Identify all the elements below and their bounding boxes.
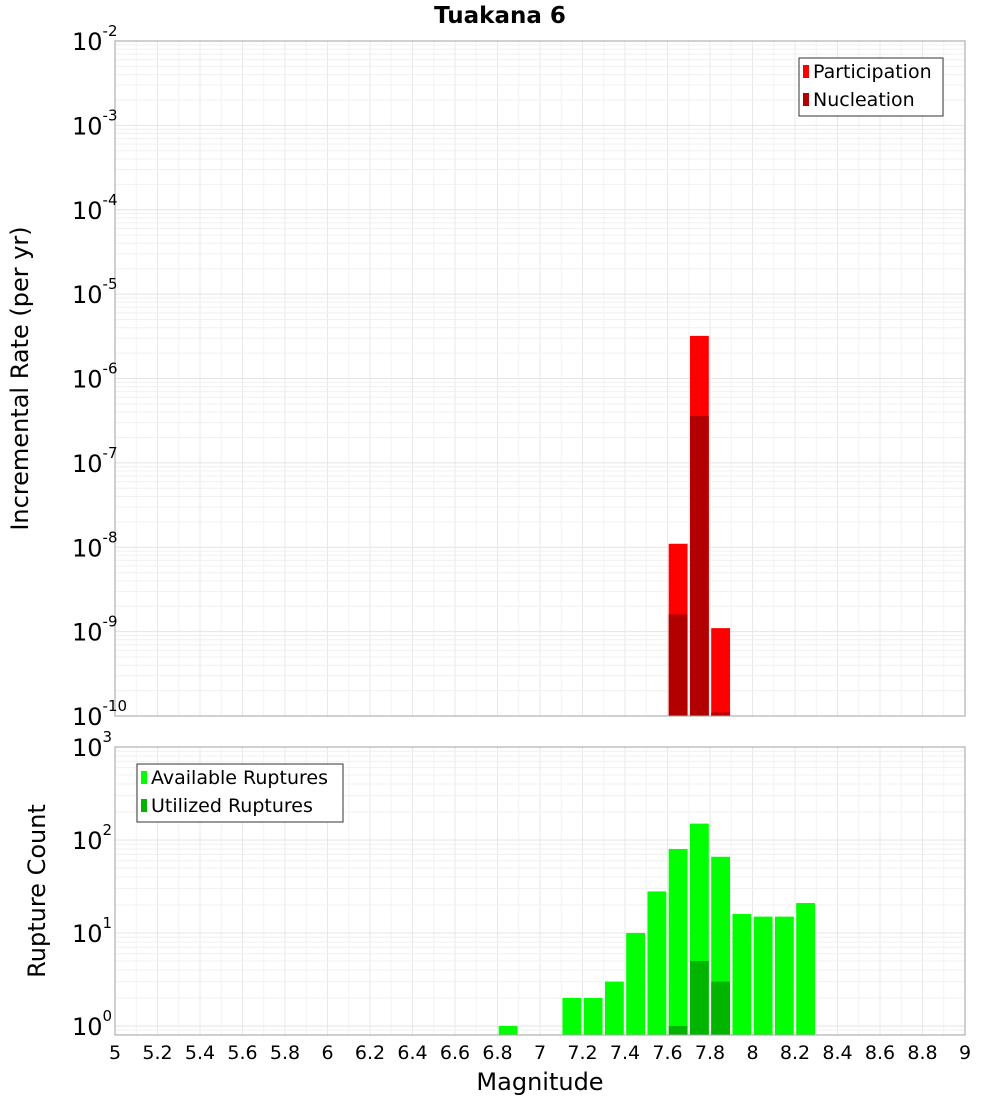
x-axis-label: Magnitude: [476, 1068, 603, 1096]
rate-y-tick-label: 10-8: [72, 528, 118, 562]
rate-y-tick-label: 10-5: [72, 275, 118, 309]
rate-legend-label: Participation: [813, 61, 932, 83]
count-legend: Available Ruptures Utilized Ruptures: [136, 763, 344, 823]
x-tick-label: 7.6: [652, 1042, 682, 1064]
rate-y-tick-label: 10-9: [72, 613, 118, 647]
rate-plot-border: [114, 40, 966, 717]
x-tick-label: 7.2: [567, 1042, 597, 1064]
count-legend-box: [136, 763, 344, 823]
count-bar-available-ruptures: [562, 997, 582, 1035]
x-tick-label: 8.4: [822, 1042, 852, 1064]
rate-bar-nucleation: [711, 712, 731, 716]
rate-y-tick-label: 10-6: [72, 360, 118, 394]
count-legend-label: Available Ruptures: [151, 767, 328, 789]
rate-y-axis-label: Incremental Rate (per yr): [6, 226, 34, 530]
x-tick-label: 5.2: [142, 1042, 172, 1064]
count-bar-available-ruptures: [604, 981, 624, 1035]
x-tick-label: 7: [534, 1042, 546, 1064]
rate-panel: 10-2 10-3 10-4 10-5 10-6 10-7 10-8 10-9 10-10 Inc…: [6, 22, 966, 731]
x-tick-label: 6: [321, 1042, 333, 1064]
rate-y-tick-label: 10-4: [72, 191, 118, 225]
count-bar-available-ruptures: [626, 932, 646, 1035]
rate-y-tick-label: 10-2: [72, 22, 118, 56]
x-tick-label: 7.8: [695, 1042, 725, 1064]
rate-y-tick-label: 10-10: [72, 697, 127, 731]
x-tick-label: 8.2: [780, 1042, 810, 1064]
count-bar-available-ruptures: [796, 903, 816, 1035]
x-tick-label: 7.4: [610, 1042, 640, 1064]
count-plot-border: [114, 746, 966, 1036]
count-y-tick-label: 103: [72, 728, 112, 762]
x-tick-label: 5.8: [270, 1042, 300, 1064]
count-legend-swatch: [141, 771, 147, 784]
x-tick-label: 8.8: [907, 1042, 937, 1064]
count-y-tick-label: 102: [72, 821, 112, 855]
rate-legend-label: Nucleation: [813, 89, 915, 111]
count-panel: 103 102 101 100 Rupture Count Available Ruptu…: [23, 728, 966, 1041]
x-tick-label: 6.2: [355, 1042, 385, 1064]
count-bar-utilized-ruptures: [689, 960, 709, 1035]
rate-legend-box: [798, 57, 944, 117]
count-bar-available-ruptures: [668, 849, 688, 1035]
x-tick-label: 8.6: [865, 1042, 895, 1064]
count-bar-available-ruptures: [732, 914, 752, 1035]
rate-legend-swatch: [803, 65, 809, 78]
rate-bar-participation: [711, 628, 731, 716]
count-bar-available-ruptures: [498, 1025, 518, 1035]
count-y-tick-label: 100: [72, 1007, 112, 1041]
rate-legend-swatch: [803, 93, 809, 106]
x-tick-label: 6.6: [440, 1042, 470, 1064]
x-axis: 5 5.2 5.4 5.6 5.8 6 6.2 6.4 6.6 6.8 7 7.2 7.4 7.6 7.8 8…: [109, 1042, 971, 1064]
x-tick-label: 9: [959, 1042, 971, 1064]
rate-bar-nucleation: [668, 614, 688, 716]
rate-legend: Participation Nucleation: [798, 57, 944, 117]
count-bar-available-ruptures: [647, 891, 667, 1035]
x-tick-label: 5: [109, 1042, 121, 1064]
count-legend-label: Utilized Ruptures: [151, 795, 313, 817]
rate-y-tick-label: 10-7: [72, 444, 118, 478]
x-tick-label: 6.4: [397, 1042, 427, 1064]
rate-bar-nucleation: [689, 415, 709, 716]
count-y-tick-label: 101: [72, 914, 112, 948]
count-bar-available-ruptures: [753, 916, 773, 1035]
count-bar-available-ruptures: [583, 997, 603, 1035]
x-tick-label: 6.8: [482, 1042, 512, 1064]
count-legend-swatch: [141, 799, 147, 812]
count-bar-utilized-ruptures: [668, 1025, 688, 1035]
x-tick-label: 8: [746, 1042, 758, 1064]
x-tick-label: 5.6: [227, 1042, 257, 1064]
count-bar-available-ruptures: [774, 916, 794, 1035]
x-tick-label: 5.4: [185, 1042, 215, 1064]
rate-y-tick-label: 10-3: [72, 106, 118, 140]
chart-title: Tuakana 6: [434, 3, 566, 29]
count-bar-utilized-ruptures: [711, 981, 731, 1035]
count-y-axis-label: Rupture Count: [23, 804, 51, 978]
